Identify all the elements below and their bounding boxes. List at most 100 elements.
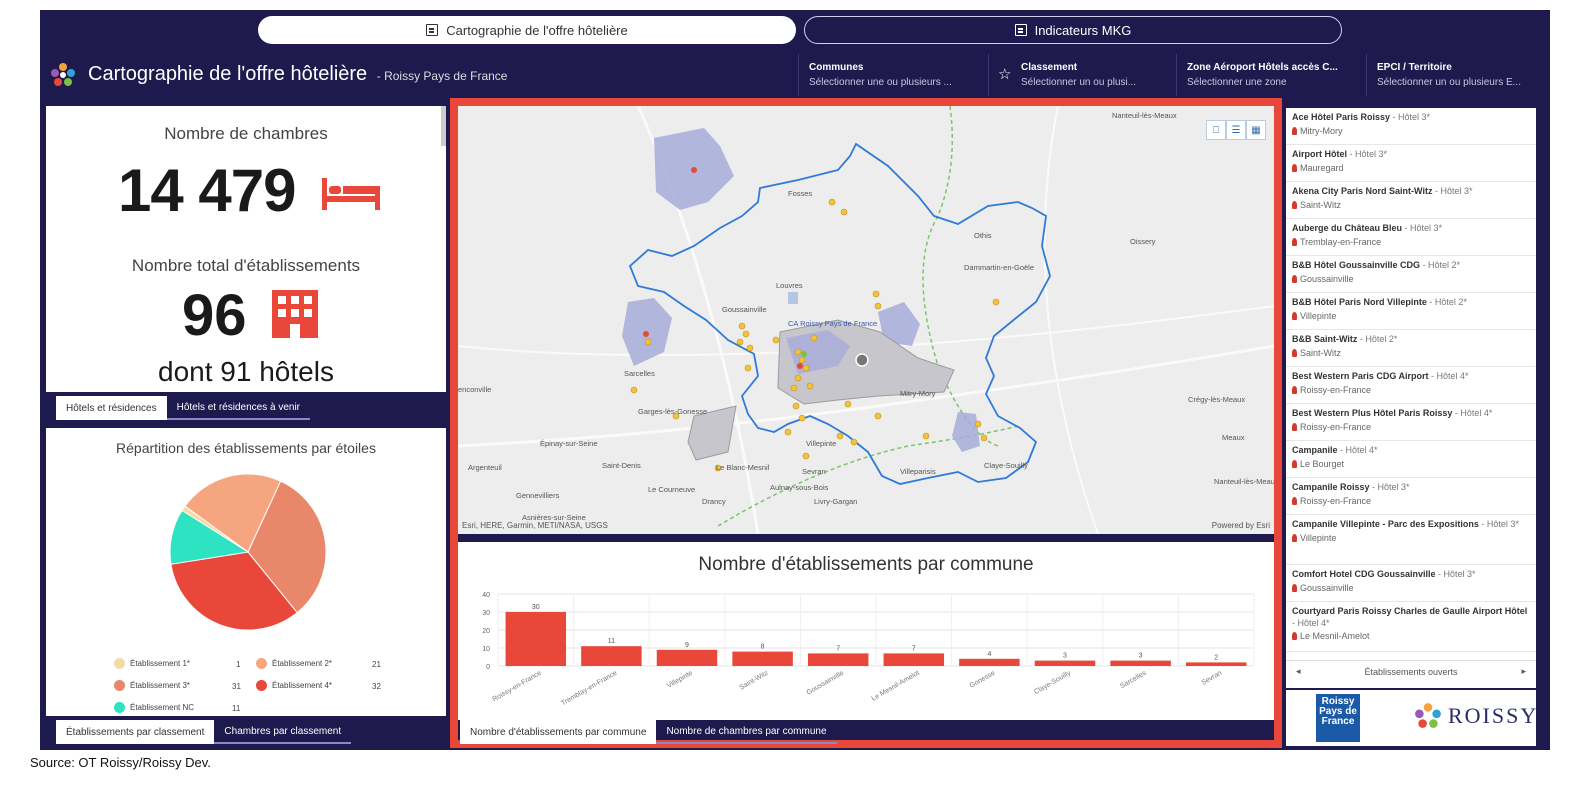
filter-zone-aeroport[interactable]: Zone Aéroport Hôtels accès C... Sélectio… (1176, 54, 1366, 96)
filter-zone-placeholder: Sélectionner une zone (1187, 77, 1287, 88)
pie-slice[interactable] (170, 551, 298, 631)
list-item[interactable]: B&B Hôtel Paris Nord Villepinte - Hôtel … (1286, 293, 1536, 330)
building-icon (272, 290, 318, 338)
basemap-gallery-icon[interactable]: ▦ (1246, 120, 1266, 140)
hotel-town-text: Villepinte (1300, 532, 1337, 543)
hotel-town-text: Mitry-Mory (1300, 125, 1343, 136)
pie-slice[interactable] (247, 480, 327, 614)
list-item[interactable]: Best Western Paris CDG Airport - Hôtel 4… (1286, 367, 1536, 404)
list-item[interactable]: Campanile - Hôtel 4* Le Bourget (1286, 441, 1536, 478)
hotel-name-text: Best Western Paris CDG Airport (1292, 371, 1429, 381)
hotel-town: Goussainville (1292, 583, 1530, 593)
list-item[interactable]: Auberge du Château Bleu - Hôtel 3* Trembl… (1286, 219, 1536, 256)
list-item[interactable]: Campanile Roissy - Hôtel 3* Roissy-en-Fra… (1286, 478, 1536, 515)
bookmark-icon[interactable]: ⎕ (1206, 120, 1226, 140)
layer-list-icon[interactable]: ☰ (1226, 120, 1246, 140)
chart-tabs: Nombre d'établissements par commune Nomb… (460, 720, 837, 744)
pie-slice[interactable] (181, 505, 249, 553)
legend-value: 11 (232, 704, 241, 713)
bar[interactable] (959, 658, 1020, 666)
bar-data-label: 3 (1139, 653, 1143, 660)
legend-swatch (114, 680, 125, 691)
legend-label: Établissement 2* (272, 659, 333, 668)
hotel-class: - Hôtel 4* (1452, 408, 1493, 418)
tab-etablissements-par-classement[interactable]: Établissements par classement (56, 720, 215, 744)
bar[interactable] (656, 649, 718, 666)
hotel-name: Campanile - Hôtel 4* (1292, 445, 1530, 457)
map-pin-icon (1292, 583, 1297, 592)
page-subtitle: - Roissy Pays de France (376, 69, 508, 83)
hotel-town-text: Saint-Witz (1300, 347, 1342, 358)
rooms-label: Nombre de chambres (164, 124, 328, 143)
tab-cartographie-label: Cartographie de l'offre hôtelière (446, 22, 628, 38)
x-tick-label: Le Mesnil-Amelot (870, 670, 920, 703)
map-attribution-esri[interactable]: Powered by Esri (1211, 521, 1270, 530)
hotel-town-text: Le Bourget (1300, 458, 1345, 469)
map-label: Gennevilliers (516, 491, 560, 500)
map-label: Mitry-Mory (900, 389, 936, 398)
filter-classement[interactable]: ☆ Classement Sélectionner un ou plusi... (988, 54, 1176, 96)
bar[interactable] (807, 653, 869, 666)
star-icon: ☆ (998, 66, 1012, 83)
list-item[interactable]: Ace Hôtel Paris Roissy - Hôtel 3* Mitry-M… (1286, 108, 1536, 145)
filter-epci[interactable]: EPCI / Territoire Sélectionner un ou plu… (1366, 54, 1550, 96)
prev-page-icon[interactable]: ◂ (1296, 666, 1301, 676)
bar-data-label: 4 (987, 651, 991, 658)
kpi-tabs: Hôtels et résidences Hôtels et résidence… (56, 396, 311, 420)
filter-communes[interactable]: Communes Sélectionner une ou plusieurs .… (798, 54, 988, 96)
map-label: Garges-lès-Gonesse (638, 407, 708, 416)
map-label: Dammartin-en-Goële (964, 263, 1035, 272)
map-pin-icon (1292, 237, 1297, 246)
hotel-town: Villepinte (1292, 311, 1530, 321)
hotel-name-text: Comfort Hotel CDG Goussainville (1292, 569, 1436, 579)
map-label: Aulnay-sous-Bois (770, 483, 829, 492)
bar[interactable] (1034, 660, 1096, 666)
hotel-town-text: Roissy-en-France (1300, 495, 1372, 506)
header: Cartographie de l'offre hôtelière - Rois… (40, 54, 1550, 96)
hotel-town-text: Roissy-en-France (1300, 384, 1372, 395)
roissy-logo: ROISSY (1414, 702, 1538, 730)
legend-label: Établissement 3* (130, 681, 191, 690)
tab-etablissements-par-commune[interactable]: Nombre d'établissements par commune (460, 720, 657, 744)
list-item[interactable]: Best Western Plus Hôtel Paris Roissy - H… (1286, 404, 1536, 441)
list-item[interactable]: Campanile Villepinte - Parc des Expositi… (1286, 515, 1536, 565)
bar[interactable] (505, 612, 567, 666)
list-item[interactable]: B&B Hôtel Goussainville CDG - Hôtel 2* Go… (1286, 256, 1536, 293)
list-footer-label: Établissements ouverts (1364, 666, 1458, 677)
list-item[interactable]: Courtyard Paris Roissy Charles de Gaulle… (1286, 602, 1536, 652)
hotel-class: - Hôtel 3* (1435, 569, 1476, 579)
tab-chambres-par-classement[interactable]: Chambres par classement (214, 720, 352, 744)
hotel-class: - Hôtel 3* (1390, 112, 1431, 122)
scrollbar[interactable] (441, 106, 446, 146)
hotel-name: Airport Hôtel - Hôtel 3* (1292, 149, 1530, 161)
list-item[interactable]: B&B Saint-Witz - Hôtel 2* Saint-Witz (1286, 330, 1536, 367)
hotel-town: Mitry-Mory (1292, 126, 1530, 136)
map-label: Goussainville (722, 305, 767, 314)
hotel-name-text: Campanile Roissy (1292, 482, 1370, 492)
map-canvas (458, 106, 1274, 534)
hotel-town: Le Bourget (1292, 459, 1530, 469)
y-tick-label: 20 (482, 628, 490, 635)
list-item[interactable]: Airport Hôtel - Hôtel 3* Mauregard (1286, 145, 1536, 182)
bar[interactable] (1185, 662, 1247, 666)
hotel-name: Ace Hôtel Paris Roissy - Hôtel 3* (1292, 112, 1530, 124)
tab-hotels-residences[interactable]: Hôtels et résidences (56, 396, 167, 420)
tab-hotels-residences-a-venir[interactable]: Hôtels et résidences à venir (166, 396, 311, 420)
bar[interactable] (581, 646, 642, 666)
map[interactable]: Nanteuil-lès-Meaux Fosses Othis Oissery … (458, 106, 1274, 534)
map-label: Épinay-sur-Seine (540, 439, 598, 448)
legend-value: 32 (372, 682, 381, 691)
bar[interactable] (883, 653, 945, 666)
bar[interactable] (1110, 660, 1171, 666)
bar[interactable] (732, 651, 793, 666)
tab-chambres-par-commune[interactable]: Nombre de chambres par commune (656, 720, 837, 744)
list-item[interactable]: Comfort Hotel CDG Goussainville - Hôtel … (1286, 565, 1536, 602)
pie-tabs: Établissements par classement Chambres p… (56, 720, 352, 744)
y-tick-label: 40 (482, 592, 490, 599)
legend-swatch (256, 658, 267, 669)
tab-cartographie[interactable]: Cartographie de l'offre hôtelière (258, 16, 796, 44)
tab-indicateurs[interactable]: Indicateurs MKG (804, 16, 1342, 44)
list-item[interactable]: Akena City Paris Nord Saint-Witz - Hôtel… (1286, 182, 1536, 219)
next-page-icon[interactable]: ▸ (1521, 666, 1526, 676)
legend-item-1: Établissement 1* (114, 658, 190, 669)
